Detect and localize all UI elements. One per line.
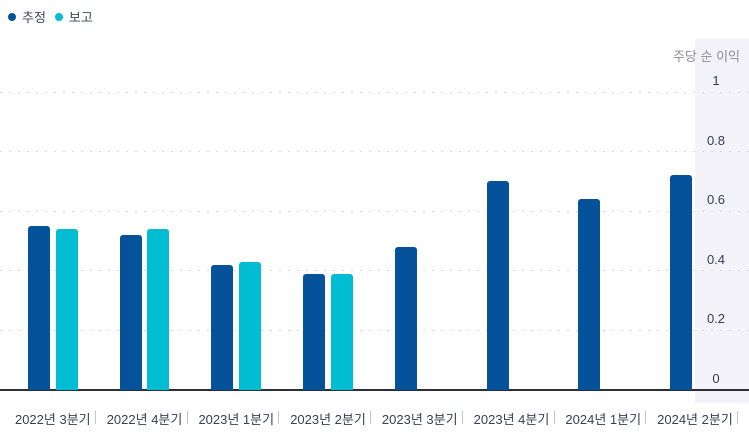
chart-legend: 추정 보고 (8, 7, 93, 26)
x-axis-label-separator (461, 411, 463, 424)
x-axis-label: 2023년 3분기 (381, 412, 458, 427)
x-axis-label-separator (278, 411, 280, 424)
x-axis-label-separator (186, 411, 188, 424)
y-axis-title: 주당 순 이익 (672, 49, 740, 64)
gridline (0, 210, 749, 212)
bar-estimate[interactable] (486, 181, 509, 390)
bar-estimate[interactable] (27, 226, 50, 390)
gridline (0, 91, 749, 93)
bar-estimate[interactable] (670, 175, 693, 390)
estimate-series-dot-icon (8, 12, 16, 21)
legend-label-reported: 보고 (68, 10, 93, 25)
bar-reported[interactable] (330, 273, 353, 390)
x-axis-label: 2023년 1분기 (198, 412, 275, 427)
y-axis-tick-label: 0 (712, 371, 720, 386)
x-axis-label-separator (645, 411, 647, 424)
gridline (0, 270, 749, 272)
bar-estimate[interactable] (303, 273, 326, 390)
x-axis-label-separator (553, 411, 555, 424)
x-axis-label-separator (94, 411, 96, 424)
x-axis-line (0, 389, 749, 391)
x-axis-label: 2023년 4분기 (473, 412, 550, 427)
y-axis-tick-label: 0.2 (706, 311, 726, 327)
bar-estimate[interactable] (394, 246, 417, 390)
x-axis-label: 2024년 2분기 (657, 412, 733, 427)
legend-item-estimate[interactable]: 추정 (8, 7, 46, 26)
bar-estimate[interactable] (119, 235, 142, 390)
gridline (0, 151, 749, 153)
x-axis-label-separator (370, 411, 372, 424)
x-axis-label: 2022년 4분기 (106, 412, 183, 427)
bar-estimate[interactable] (211, 264, 234, 390)
x-axis-label: 2022년 3분기 (14, 412, 91, 427)
bar-reported[interactable] (55, 229, 78, 390)
x-axis-label: 2023년 2분기 (290, 412, 366, 427)
bar-estimate[interactable] (578, 199, 601, 390)
x-axis-label-separator (736, 411, 738, 424)
y-axis-tick-label: 0.8 (706, 132, 726, 148)
legend-item-reported[interactable]: 보고 (54, 7, 93, 26)
bar-reported[interactable] (147, 229, 170, 390)
legend-label-estimate: 추정 (22, 10, 46, 25)
bar-reported[interactable] (239, 261, 262, 390)
y-axis-tick-label: 0.6 (706, 192, 726, 208)
x-axis-label: 2024년 1분기 (565, 412, 642, 427)
reported-series-dot-icon (54, 12, 63, 21)
y-axis-tick-label: 0.4 (706, 251, 726, 267)
y-axis-tick-label: 1 (712, 73, 720, 88)
gridline (0, 329, 749, 331)
y-axis-band (695, 39, 749, 403)
